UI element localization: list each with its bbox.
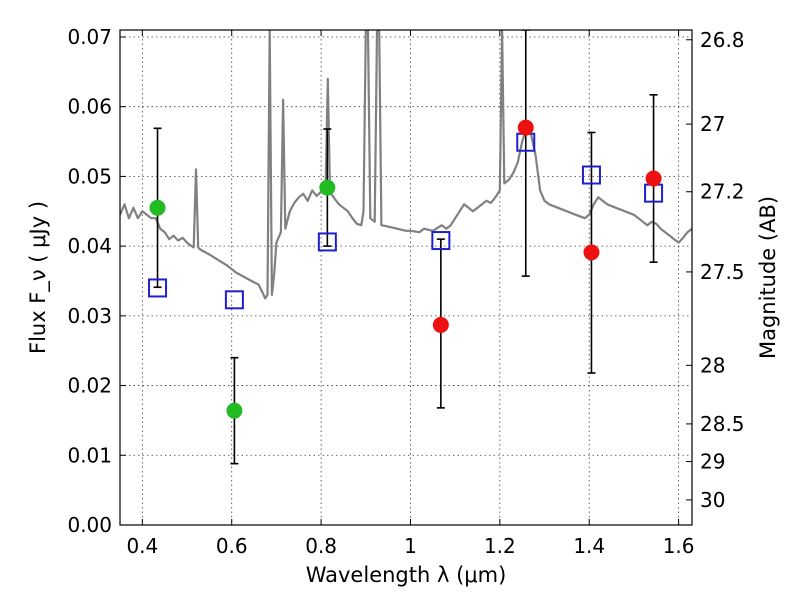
x-tick-label: 1.4 [573, 534, 605, 558]
y2-tick-label: 28.5 [700, 412, 745, 436]
y2-tick-label: 27.2 [700, 180, 745, 204]
y-tick-label: 0.07 [67, 25, 112, 49]
model-square-marker [317, 232, 337, 252]
y2-tick-label: 27 [700, 112, 725, 136]
y-tick-label: 0.04 [67, 234, 112, 258]
spectrum-line [120, 30, 692, 300]
plot-frame [119, 29, 693, 526]
observed-point-marker [149, 199, 166, 216]
error-bars [153, 30, 658, 465]
y-tick-label: 0.03 [67, 304, 112, 328]
y2-tick-label: 29 [700, 450, 725, 474]
observed-point-marker [226, 402, 243, 419]
observed-point-marker [432, 316, 449, 333]
axes: 0.4 0.6 0.8 1 1.2 1.4 1.6 0.00 0.01 0.02 0.03 0.04 0… [67, 25, 744, 558]
observed-point-marker [645, 170, 662, 187]
observed-point-marker [319, 179, 336, 196]
model-square-marker [224, 290, 244, 310]
x-tick-label: 1 [404, 534, 417, 558]
x-tick-label: 0.4 [126, 534, 158, 558]
observed-point-marker [517, 119, 534, 136]
x-axis-title: Wavelength λ (μm) [306, 563, 507, 587]
model-square-marker [431, 231, 451, 251]
y2-tick-label: 28 [700, 353, 725, 377]
x-tick-label: 0.8 [305, 534, 337, 558]
y-tick-label: 0.02 [67, 374, 112, 398]
model-square-marker [581, 165, 601, 185]
observed-point-marker [583, 244, 600, 261]
data-markers [148, 119, 664, 419]
model-spectrum [120, 30, 692, 300]
grid-lines [120, 30, 692, 526]
y2-axis-title: Magnitude (AB) [756, 196, 780, 359]
x-tick-label: 1.6 [663, 534, 695, 558]
x-tick-label: 1.2 [484, 534, 516, 558]
y2-tick-label: 30 [700, 488, 725, 512]
y-tick-label: 0.05 [67, 164, 112, 188]
model-square-marker [148, 278, 168, 298]
y-tick-label: 0.01 [67, 443, 112, 467]
y-axis-title: Flux F_ν ( μJy ) [26, 201, 51, 354]
y-tick-label: 0.00 [67, 513, 112, 537]
y-tick-label: 0.06 [67, 95, 112, 119]
y2-tick-label: 27.5 [700, 260, 745, 284]
x-tick-label: 0.6 [216, 534, 248, 558]
y2-tick-label: 26.8 [700, 28, 745, 52]
